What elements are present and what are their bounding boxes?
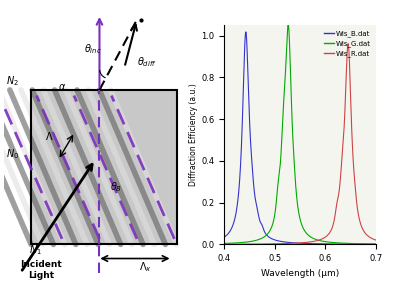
Text: $\Lambda$: $\Lambda$ bbox=[46, 130, 54, 142]
Wls_B.dat bbox=[222, 235, 226, 239]
Text: $\theta_{inc}$: $\theta_{inc}$ bbox=[84, 42, 102, 56]
Text: $\Lambda_x$: $\Lambda_x$ bbox=[139, 260, 152, 274]
Wls_R.dat bbox=[250, 243, 254, 246]
Wls_R.dat bbox=[363, 232, 368, 235]
Wls_R.dat bbox=[380, 240, 385, 243]
Wls_B.dat bbox=[240, 115, 245, 119]
Wls_G.dat bbox=[363, 242, 368, 246]
Line: Wls_R.dat: Wls_R.dat bbox=[224, 44, 386, 244]
Wls_B.dat bbox=[363, 243, 368, 246]
Bar bbox=[31, 90, 177, 244]
Text: $\theta_{diff}$: $\theta_{diff}$ bbox=[137, 55, 157, 69]
Text: $N_1$: $N_1$ bbox=[29, 243, 42, 257]
Line: Wls_B.dat: Wls_B.dat bbox=[224, 32, 386, 244]
Wls_R.dat bbox=[222, 243, 226, 246]
Wls_R.dat bbox=[284, 242, 288, 245]
X-axis label: Wavelength (μm): Wavelength (μm) bbox=[261, 269, 339, 278]
Wls_B.dat bbox=[380, 243, 385, 246]
Text: $N_2$: $N_2$ bbox=[6, 74, 19, 88]
Wls_B.dat bbox=[250, 164, 254, 167]
Wls_B.dat bbox=[384, 243, 388, 246]
Wls_G.dat bbox=[240, 241, 245, 244]
Text: $\theta_B$: $\theta_B$ bbox=[110, 180, 122, 194]
Wls_R.dat bbox=[346, 42, 350, 45]
Wls_G.dat bbox=[291, 144, 296, 147]
Line: Wls_G.dat: Wls_G.dat bbox=[224, 25, 386, 244]
Wls_R.dat bbox=[384, 240, 388, 244]
Wls_B.dat bbox=[291, 241, 296, 244]
Wls_B.dat bbox=[244, 30, 248, 34]
Wls_G.dat bbox=[380, 242, 385, 246]
Y-axis label: Diffraction Efficiency (a.u.): Diffraction Efficiency (a.u.) bbox=[189, 83, 198, 186]
Wls_G.dat bbox=[284, 55, 288, 58]
Wls_R.dat bbox=[240, 243, 245, 246]
Legend: Wls_B.dat, Wls_G.dat, Wls_R.dat: Wls_B.dat, Wls_G.dat, Wls_R.dat bbox=[322, 29, 372, 59]
Wls_G.dat bbox=[286, 24, 290, 27]
Text: Incident
Light: Incident Light bbox=[20, 260, 62, 280]
Wls_G.dat bbox=[384, 243, 388, 246]
Wls_G.dat bbox=[222, 242, 226, 245]
Text: $N_0$: $N_0$ bbox=[6, 147, 19, 161]
Bar bbox=[31, 90, 177, 244]
Text: $\alpha$: $\alpha$ bbox=[58, 82, 66, 92]
Wls_R.dat bbox=[291, 242, 296, 245]
Wls_G.dat bbox=[250, 239, 254, 243]
Wls_B.dat bbox=[284, 241, 289, 244]
